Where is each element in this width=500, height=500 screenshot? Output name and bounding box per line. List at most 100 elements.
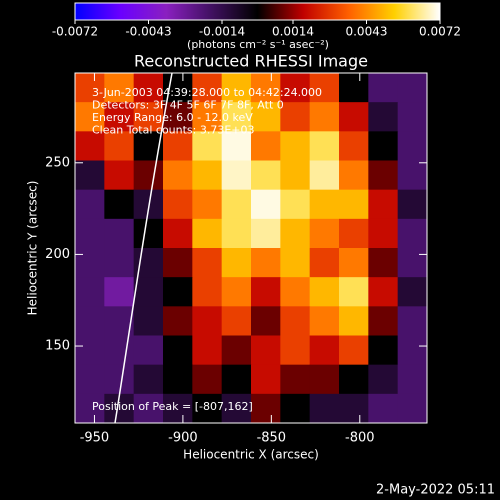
heatmap-cell bbox=[192, 131, 223, 161]
heatmap-cell bbox=[133, 218, 164, 249]
heatmap-cell bbox=[192, 277, 223, 307]
heatmap-cell bbox=[368, 277, 399, 307]
heatmap-cell bbox=[368, 218, 399, 249]
heatmap-cell bbox=[192, 248, 223, 278]
solar-limb bbox=[114, 73, 173, 423]
heatmap-cell bbox=[104, 131, 135, 161]
heatmap-cell bbox=[280, 160, 311, 191]
heatmap-cell bbox=[280, 218, 311, 249]
heatmap-cell bbox=[280, 393, 311, 423]
peak-note: Position of Peak = [-807,162] bbox=[92, 400, 253, 413]
heatmap-cell bbox=[192, 306, 223, 336]
heatmap-cell bbox=[309, 189, 340, 220]
x-axis-label: Heliocentric X (arcsec) bbox=[183, 448, 319, 462]
heatmap-cell bbox=[397, 277, 427, 307]
heatmap-cell bbox=[221, 131, 252, 161]
heatmap-cell bbox=[104, 248, 135, 278]
heatmap-cell bbox=[280, 364, 311, 395]
heatmap-cell bbox=[251, 189, 281, 220]
heatmap-cell bbox=[339, 160, 369, 191]
heatmap-cell bbox=[368, 248, 399, 278]
heatmap-cell bbox=[75, 306, 105, 336]
heatmap-cell bbox=[339, 277, 369, 307]
heatmap-cell bbox=[221, 102, 252, 132]
heatmap-cell bbox=[368, 189, 399, 220]
heatmap-cell bbox=[75, 73, 105, 103]
heatmap-cell bbox=[192, 218, 223, 249]
heatmap-cell bbox=[339, 218, 369, 249]
heatmap-cell bbox=[339, 306, 369, 336]
heatmap-cell bbox=[368, 102, 399, 132]
heatmap-cell bbox=[163, 131, 193, 161]
heatmap-cell bbox=[251, 160, 281, 191]
heatmap-cell bbox=[368, 364, 399, 395]
annotation: 3-Jun-2003 04:39:28.000 to 04:42:24.000 bbox=[92, 86, 322, 99]
heatmap-cell bbox=[192, 393, 223, 423]
heatmap-cell bbox=[251, 364, 281, 395]
heatmap-cell bbox=[75, 189, 105, 220]
heatmap-cell bbox=[75, 335, 105, 366]
heatmap-cell bbox=[309, 393, 340, 423]
heatmap-cell bbox=[163, 102, 193, 132]
heatmap-cell bbox=[192, 73, 223, 103]
heatmap-cell bbox=[75, 218, 105, 249]
footer: 2-May-2022 05:11 bbox=[376, 483, 495, 498]
heatmap-cell bbox=[397, 102, 427, 132]
heatmap-cell bbox=[309, 160, 340, 191]
heatmap-cell bbox=[280, 277, 311, 307]
heatmap-cell bbox=[339, 364, 369, 395]
heatmap-cell bbox=[192, 189, 223, 220]
heatmap-cell bbox=[104, 277, 135, 307]
heatmap-cell bbox=[104, 364, 135, 395]
heatmap-cell bbox=[163, 335, 193, 366]
heatmap-cell bbox=[133, 364, 164, 395]
heatmap-cell bbox=[221, 335, 252, 366]
heatmap-cell bbox=[251, 73, 281, 103]
heatmap-cell bbox=[397, 364, 427, 395]
colorbar bbox=[74, 2, 441, 21]
heatmap-cell bbox=[75, 248, 105, 278]
colorbar-tick-label: -0.0072 bbox=[52, 25, 98, 39]
heatmap-cell bbox=[280, 189, 311, 220]
colorbar-label: (photons cm⁻² s⁻¹ asec⁻²) bbox=[187, 38, 329, 51]
heatmap-cell bbox=[397, 73, 427, 103]
colorbar-tick-label: -0.0043 bbox=[125, 25, 171, 39]
heatmap-cell bbox=[163, 306, 193, 336]
x-tick-label: -850 bbox=[257, 431, 287, 446]
heatmap-cell bbox=[251, 277, 281, 307]
heatmap-cell bbox=[104, 102, 135, 132]
colorbar-tick-label: 0.0043 bbox=[345, 25, 387, 39]
heatmap-cell bbox=[397, 306, 427, 336]
heatmap-cell bbox=[221, 393, 252, 423]
heatmap-cell bbox=[309, 73, 340, 103]
heatmap-cell bbox=[221, 306, 252, 336]
x-tick-label: -800 bbox=[345, 431, 375, 446]
heatmap-cell bbox=[397, 335, 427, 366]
heatmap-cell bbox=[133, 306, 164, 336]
colorbar-tick-label: -0.0014 bbox=[199, 25, 245, 39]
annotation: Detectors: 3F 4F 5F 6F 7F 8F, Att 0 bbox=[92, 99, 284, 112]
heatmap-cell bbox=[397, 131, 427, 161]
heatmap-cell bbox=[339, 393, 369, 423]
heatmap-cell bbox=[163, 364, 193, 395]
heatmap-cell bbox=[221, 189, 252, 220]
heatmap bbox=[75, 73, 427, 423]
heatmap-cell bbox=[133, 102, 164, 132]
heatmap-cell bbox=[309, 102, 340, 132]
heatmap-cell bbox=[221, 364, 252, 395]
heatmap-cell bbox=[280, 131, 311, 161]
heatmap-cell bbox=[133, 335, 164, 366]
heatmap-cell bbox=[339, 248, 369, 278]
heatmap-cell bbox=[368, 335, 399, 366]
plot-frame bbox=[74, 72, 428, 424]
heatmap-cell bbox=[339, 335, 369, 366]
heatmap-cell bbox=[133, 73, 164, 103]
heatmap-cell bbox=[309, 364, 340, 395]
heatmap-cell bbox=[309, 218, 340, 249]
heatmap-cell bbox=[75, 160, 105, 191]
heatmap-cell bbox=[133, 277, 164, 307]
heatmap-cell bbox=[133, 160, 164, 191]
heatmap-cell bbox=[309, 131, 340, 161]
heatmap-cell bbox=[104, 73, 135, 103]
